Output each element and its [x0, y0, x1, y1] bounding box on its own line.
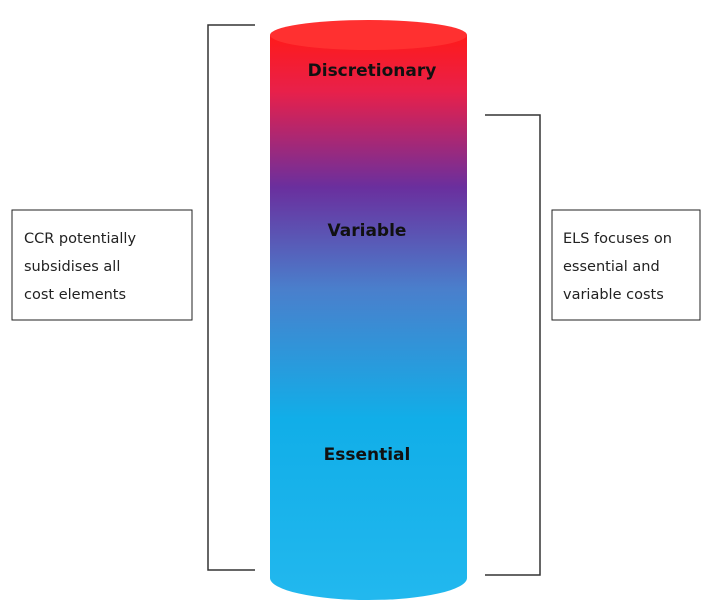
note-line: variable costs [563, 287, 664, 303]
note-line: subsidises all [24, 259, 120, 275]
note-line: essential and [563, 259, 660, 275]
note-line: CCR potentially [24, 231, 136, 247]
left-bracket [207, 24, 255, 571]
layer-label: Variable [328, 221, 407, 241]
cylinder-body [270, 35, 467, 600]
cylinder-top [270, 20, 467, 50]
cylinder [270, 20, 467, 600]
note-line: cost elements [24, 287, 126, 303]
layer-label: Essential [324, 445, 411, 465]
note-line: ELS focuses on [563, 231, 672, 247]
right-bracket [485, 114, 541, 576]
right-note-box [551, 209, 701, 321]
layer-label: Discretionary [308, 61, 437, 81]
left-note-box [11, 209, 193, 321]
